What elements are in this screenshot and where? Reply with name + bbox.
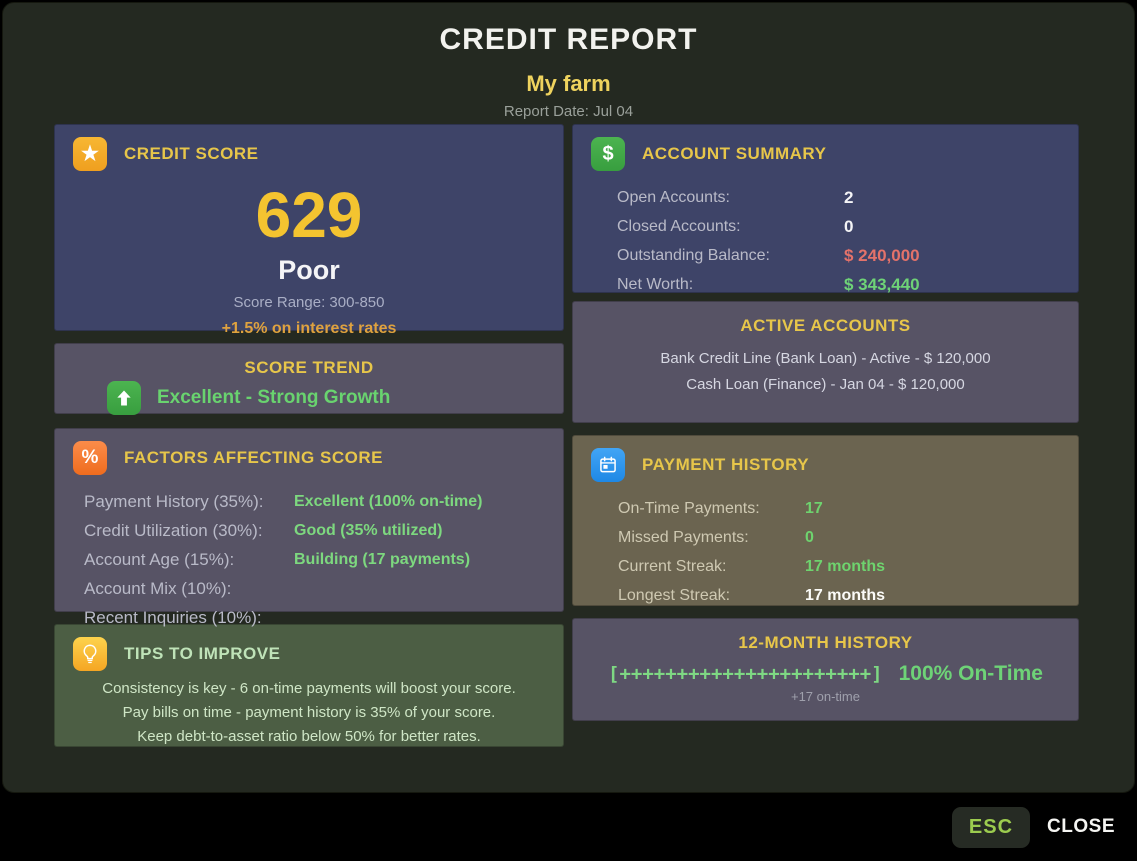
- footer-bar: ESC CLOSE: [0, 793, 1137, 861]
- history-subtext: +17 on-time: [790, 689, 860, 704]
- left-column: ★ CREDIT SCORE 629 Poor Score Range: 300…: [54, 124, 564, 759]
- score-trend-title: SCORE TREND: [244, 358, 374, 377]
- score-trend-row: Excellent - Strong Growth: [55, 378, 563, 415]
- factor-label: Recent Inquiries (10%):: [84, 607, 262, 627]
- dollar-icon: $: [591, 137, 625, 171]
- summary-value: 0: [844, 216, 854, 236]
- history-bar-row: [++++++++++++++++++++++] 100% On-Time: [573, 662, 1078, 686]
- twelve-month-history-panel: 12-MONTH HISTORY [++++++++++++++++++++++…: [572, 618, 1079, 721]
- summary-label: Open Accounts:: [617, 188, 730, 206]
- percent-icon: %: [73, 441, 107, 475]
- summary-value: $ 343,440: [844, 274, 920, 294]
- factor-value: Good (35% utilized): [294, 521, 443, 539]
- summary-row: Outstanding Balance: $ 240,000: [617, 241, 1078, 270]
- account-line: Cash Loan (Finance) - Jan 04 - $ 120,000: [686, 376, 965, 393]
- close-button[interactable]: CLOSE: [1047, 816, 1115, 837]
- factors-rows: Payment History (35%): Excellent (100% o…: [55, 475, 563, 632]
- factor-row: Recent Inquiries (10%):: [84, 603, 563, 632]
- twelve-month-history-title: 12-MONTH HISTORY: [738, 633, 913, 652]
- factor-value: Excellent (100% on-time): [294, 492, 483, 510]
- payment-row: On-Time Payments: 17: [618, 494, 1078, 523]
- account-summary-title: ACCOUNT SUMMARY: [642, 144, 827, 163]
- summary-row: Open Accounts: 2: [617, 183, 1078, 212]
- payment-history-title: PAYMENT HISTORY: [642, 455, 810, 474]
- factor-value: Building (17 payments): [294, 550, 471, 568]
- credit-score-rating: Poor: [278, 255, 340, 285]
- report-header: CREDIT REPORT My farm Report Date: Jul 0…: [3, 3, 1134, 124]
- credit-score-value: 629: [255, 179, 363, 251]
- factor-row: Payment History (35%): Excellent (100% o…: [84, 487, 563, 516]
- factor-label: Account Age (15%):: [84, 549, 235, 569]
- payment-label: On-Time Payments:: [618, 499, 760, 517]
- payment-label: Current Streak:: [618, 557, 727, 575]
- payment-row: Current Streak: 17 months: [618, 552, 1078, 581]
- farm-name: My farm: [526, 71, 611, 96]
- payment-label: Missed Payments:: [618, 528, 749, 546]
- factors-title: FACTORS AFFECTING SCORE: [124, 448, 383, 467]
- account-summary-header: $ ACCOUNT SUMMARY: [573, 125, 1078, 171]
- credit-score-title: CREDIT SCORE: [124, 144, 259, 163]
- credit-score-panel: ★ CREDIT SCORE 629 Poor Score Range: 300…: [54, 124, 564, 337]
- calendar-icon: [591, 448, 625, 482]
- summary-row: Net Worth: $ 343,440: [617, 270, 1078, 299]
- credit-score-header: ★ CREDIT SCORE: [55, 125, 563, 171]
- factors-header: % FACTORS AFFECTING SCORE: [55, 429, 563, 475]
- credit-score-range: Score Range: 300-850: [233, 294, 385, 311]
- payment-value: 17 months: [805, 586, 886, 604]
- summary-row: Closed Accounts: 0: [617, 212, 1078, 241]
- payment-history-header: PAYMENT HISTORY: [573, 436, 1078, 482]
- active-accounts-list: Bank Credit Line (Bank Loan) - Active - …: [573, 346, 1078, 398]
- summary-label: Closed Accounts:: [617, 217, 741, 235]
- summary-value: 2: [844, 187, 854, 207]
- tip-item: Pay bills on time - payment history is 3…: [122, 704, 496, 721]
- credit-report-card: CREDIT REPORT My farm Report Date: Jul 0…: [2, 2, 1135, 793]
- tips-title: TIPS TO IMPROVE: [124, 644, 281, 663]
- score-trend-value: Excellent - Strong Growth: [157, 387, 391, 408]
- history-bar: [++++++++++++++++++++++]: [608, 663, 883, 685]
- payment-row: Longest Streak: 17 months: [618, 581, 1078, 610]
- factor-row: Account Mix (10%):: [84, 574, 563, 603]
- tip-item: Keep debt-to-asset ratio below 50% for b…: [137, 728, 481, 745]
- factor-row: Account Age (15%): Building (17 payments…: [84, 545, 563, 574]
- tips-header: TIPS TO IMPROVE: [55, 625, 563, 671]
- lightbulb-icon: [73, 637, 107, 671]
- history-status: 100% On-Time: [898, 662, 1043, 685]
- payment-label: Longest Streak:: [618, 586, 731, 604]
- payment-history-panel: PAYMENT HISTORY On-Time Payments: 17 Mis…: [572, 435, 1079, 606]
- payment-value: 0: [805, 528, 814, 546]
- factor-row: Credit Utilization (30%): Good (35% util…: [84, 516, 563, 545]
- account-summary-panel: $ ACCOUNT SUMMARY Open Accounts: 2 Close…: [572, 124, 1079, 294]
- payment-value: 17: [805, 499, 823, 517]
- factor-label: Credit Utilization (30%):: [84, 520, 263, 540]
- right-column: $ ACCOUNT SUMMARY Open Accounts: 2 Close…: [572, 124, 1079, 759]
- esc-button[interactable]: ESC: [951, 806, 1031, 848]
- factor-label: Account Mix (10%):: [84, 578, 232, 598]
- summary-label: Outstanding Balance:: [617, 246, 770, 264]
- content-columns: ★ CREDIT SCORE 629 Poor Score Range: 300…: [3, 124, 1134, 759]
- arrow-up-icon: [107, 381, 141, 415]
- score-trend-panel: SCORE TREND Excellent - Strong Growth: [54, 343, 564, 415]
- report-date: Report Date: Jul 04: [503, 103, 634, 120]
- tips-panel: TIPS TO IMPROVE Consistency is key - 6 o…: [54, 624, 564, 747]
- star-icon: ★: [73, 137, 107, 171]
- active-accounts-title: ACTIVE ACCOUNTS: [740, 316, 911, 335]
- account-line: Bank Credit Line (Bank Loan) - Active - …: [660, 350, 991, 367]
- factor-label: Payment History (35%):: [84, 491, 264, 511]
- interest-rate-note: +1.5% on interest rates: [221, 320, 397, 337]
- tip-item: Consistency is key - 6 on-time payments …: [102, 680, 516, 697]
- payment-value: 17 months: [805, 557, 886, 575]
- payment-history-rows: On-Time Payments: 17 Missed Payments: 0 …: [573, 482, 1078, 610]
- payment-row: Missed Payments: 0: [618, 523, 1078, 552]
- summary-label: Net Worth:: [617, 275, 694, 293]
- summary-value: $ 240,000: [844, 245, 920, 265]
- tips-list: Consistency is key - 6 on-time payments …: [55, 677, 563, 749]
- account-summary-rows: Open Accounts: 2 Closed Accounts: 0 Outs…: [573, 171, 1078, 299]
- active-accounts-panel: ACTIVE ACCOUNTS Bank Credit Line (Bank L…: [572, 301, 1079, 423]
- page-title: CREDIT REPORT: [439, 23, 698, 56]
- factors-panel: % FACTORS AFFECTING SCORE Payment Histor…: [54, 428, 564, 627]
